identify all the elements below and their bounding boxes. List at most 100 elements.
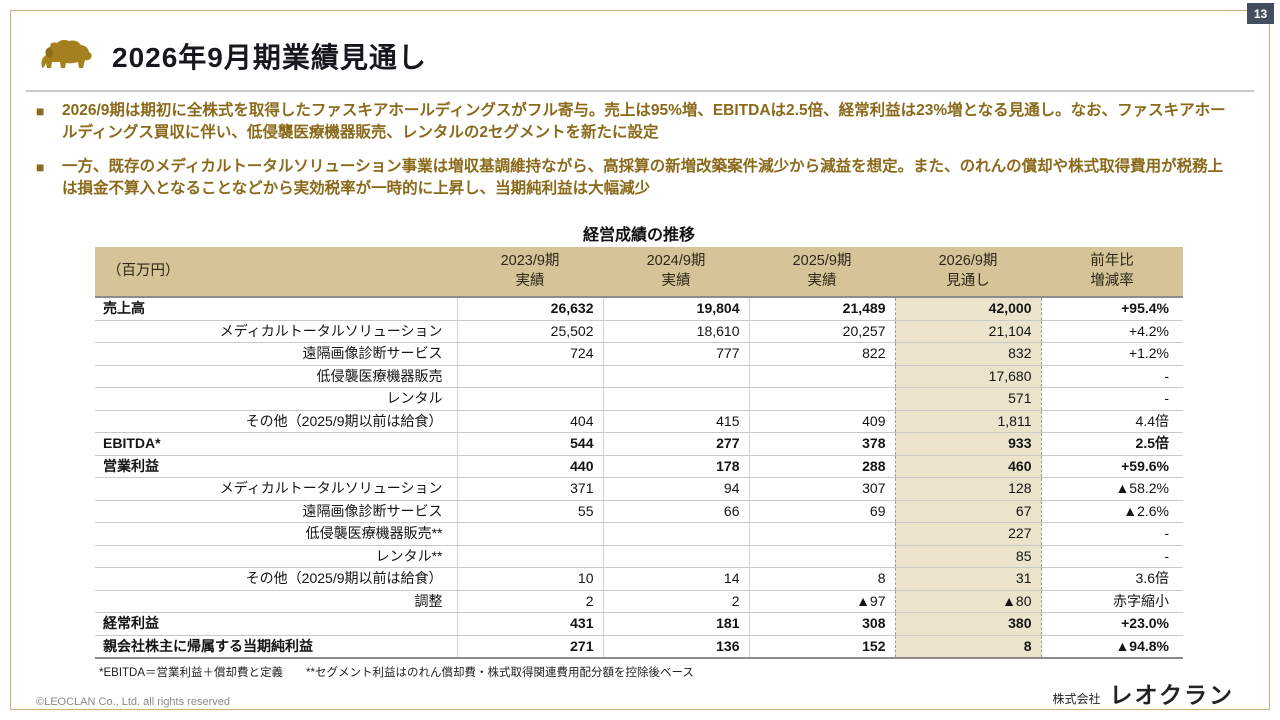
table-row: 調整 2 2 ▲97 ▲80 赤字縮小: [95, 590, 1183, 613]
table-row: 親会社株主に帰属する当期純利益 271 136 152 8 ▲94.8%: [95, 635, 1183, 659]
table-row: 低侵襲医療機器販売 17,680-: [95, 365, 1183, 388]
table-row: メディカルトータルソリューション 371 94 307 128 ▲58.2%: [95, 477, 1183, 501]
actual-value: 409: [748, 410, 895, 433]
row-label: その他（2025/9期以前は給食）: [95, 410, 457, 433]
row-label: 売上高: [95, 297, 457, 321]
actual-value: 136: [602, 635, 749, 659]
actual-value: 431: [456, 612, 603, 636]
yoy-value: +95.4%: [1040, 297, 1183, 321]
forecast-value: 227: [894, 522, 1041, 546]
actual-value: 308: [748, 612, 895, 636]
actual-value: [456, 365, 603, 388]
forecast-value: 1,811: [894, 410, 1041, 433]
actual-value: 307: [748, 477, 895, 501]
yoy-value: ▲58.2%: [1040, 477, 1183, 501]
performance-table: （百万円） 2023/9期 実績 2024/9期 実績 2025/9期 実績 2…: [95, 247, 1183, 659]
footnote: *EBITDA＝営業利益＋償却費と定義 **セグメント利益はのれん償却費・株式取…: [99, 667, 694, 679]
table-row: 営業利益 440 178 288 460 +59.6%: [95, 455, 1183, 478]
actual-value: [602, 365, 749, 388]
actual-value: [748, 545, 895, 568]
actual-value: 404: [456, 410, 603, 433]
bullet-text: 一方、既存のメディカルトータルソリューション事業は増収基調維持ながら、高採算の新…: [62, 157, 1224, 198]
row-label: 営業利益: [95, 455, 457, 478]
actual-value: [456, 387, 603, 411]
yoy-value: 3.6倍: [1040, 567, 1183, 591]
actual-value: 18,610: [602, 320, 749, 343]
row-label: レンタル**: [95, 545, 457, 568]
actual-value: 10: [456, 567, 603, 591]
table-row: EBITDA* 544 277 378 933 2.5倍: [95, 432, 1183, 456]
table-row: 遠隔画像診断サービス 55 66 69 67 ▲2.6%: [95, 500, 1183, 523]
actual-value: 2: [456, 590, 603, 613]
yoy-value: +23.0%: [1040, 612, 1183, 636]
actual-value: [748, 387, 895, 411]
forecast-value: 85: [894, 545, 1041, 568]
actual-value: 2: [602, 590, 749, 613]
actual-value: 777: [602, 342, 749, 366]
actual-value: 66: [602, 500, 749, 523]
table-row: 売上高 26,632 19,804 21,489 42,000 +95.4%: [95, 297, 1183, 321]
forecast-value: 67: [894, 500, 1041, 523]
table-row: メディカルトータルソリューション 25,502 18,610 20,257 21,104…: [95, 320, 1183, 343]
actual-value: [602, 522, 749, 546]
actual-value: 21,489: [748, 297, 895, 321]
col-header-2025: 2025/9期 実績: [749, 247, 895, 298]
forecast-value: 21,104: [894, 320, 1041, 343]
yoy-value: -: [1040, 387, 1183, 411]
actual-value: 25,502: [456, 320, 603, 343]
forecast-value: 31: [894, 567, 1041, 591]
actual-value: 94: [602, 477, 749, 501]
actual-value: 181: [602, 612, 749, 636]
performance-table-container: （百万円） 2023/9期 実績 2024/9期 実績 2025/9期 実績 2…: [95, 247, 1183, 680]
page-number: 13: [1247, 3, 1274, 24]
actual-value: 415: [602, 410, 749, 433]
row-label: レンタル: [95, 387, 457, 411]
table-row: その他（2025/9期以前は給食） 404 415 409 1,811 4.4倍: [95, 410, 1183, 433]
col-header-2023: 2023/9期 実績: [457, 247, 603, 298]
forecast-value: 380: [894, 612, 1041, 636]
col-header-2024: 2024/9期 実績: [603, 247, 749, 298]
yoy-value: +4.2%: [1040, 320, 1183, 343]
actual-value: 26,632: [456, 297, 603, 321]
actual-value: 288: [748, 455, 895, 478]
forecast-value: 832: [894, 342, 1041, 366]
row-label: 調整: [95, 590, 457, 613]
bullet-item: 2026/9期は期初に全株式を取得したファスキアホールディングスがフル寄与。売上…: [36, 100, 1226, 145]
row-label: 低侵襲医療機器販売: [95, 365, 457, 388]
row-label: その他（2025/9期以前は給食）: [95, 567, 457, 591]
actual-value: 378: [748, 432, 895, 456]
forecast-value: 42,000: [894, 297, 1041, 321]
table-row: レンタル** 85-: [95, 545, 1183, 568]
actual-value: 544: [456, 432, 603, 456]
row-label: 遠隔画像診断サービス: [95, 500, 457, 523]
actual-value: [602, 545, 749, 568]
bullet-text: 2026/9期は期初に全株式を取得したファスキアホールディングスがフル寄与。売上…: [62, 102, 1226, 142]
table-row: 経常利益 431 181 308 380 +23.0%: [95, 612, 1183, 636]
row-label: メディカルトータルソリューション: [95, 320, 457, 343]
yoy-value: -: [1040, 522, 1183, 546]
company-prefix: 株式会社: [1052, 692, 1101, 706]
yoy-value: -: [1040, 365, 1183, 388]
summary-bullets: 2026/9期は期初に全株式を取得したファスキアホールディングスがフル寄与。売上…: [36, 100, 1226, 212]
actual-value: 14: [602, 567, 749, 591]
row-label: メディカルトータルソリューション: [95, 477, 457, 501]
row-label: 低侵襲医療機器販売**: [95, 522, 457, 546]
row-label: EBITDA*: [95, 432, 457, 456]
yoy-value: +1.2%: [1040, 342, 1183, 366]
table-title: 経営成績の推移: [582, 227, 695, 244]
company-name: レオクラン: [1109, 682, 1234, 708]
yoy-value: +59.6%: [1040, 455, 1183, 478]
actual-value: [456, 545, 603, 568]
actual-value: 371: [456, 477, 603, 501]
lion-logo-icon: [36, 37, 94, 75]
row-label: 遠隔画像診断サービス: [95, 342, 457, 366]
forecast-value: 128: [894, 477, 1041, 501]
actual-value: 724: [456, 342, 603, 366]
actual-value: 20,257: [748, 320, 895, 343]
forecast-value: 17,680: [894, 365, 1041, 388]
row-label: 親会社株主に帰属する当期純利益: [95, 635, 457, 659]
table-row: レンタル 571-: [95, 387, 1183, 411]
table-body: 売上高 26,632 19,804 21,489 42,000 +95.4% メディカルトー…: [95, 297, 1183, 659]
slide-title: 2026年9月期業績見通し: [112, 42, 427, 73]
actual-value: [748, 522, 895, 546]
